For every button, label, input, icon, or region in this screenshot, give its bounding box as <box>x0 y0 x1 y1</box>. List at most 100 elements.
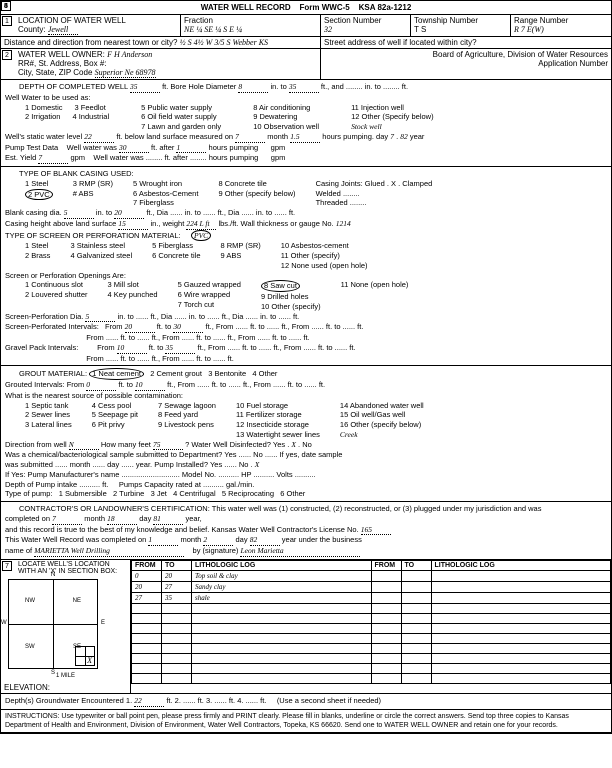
day-val: 7 <box>390 132 394 141</box>
cert-text: This water well was (1) constructed, (2)… <box>212 504 542 513</box>
c-y2: 82 <box>250 535 280 546</box>
intake-lbl: Depth of Pump intake <box>5 480 77 489</box>
use-other: Stock well <box>351 122 382 131</box>
county-val: Jewell <box>48 25 78 35</box>
t-6: 6 Other <box>280 489 305 498</box>
x-mark: X <box>87 656 92 665</box>
o-1: 1 Continuous slot <box>25 280 83 289</box>
o-3: 3 Mill slot <box>108 280 139 289</box>
feet-val: 75 <box>153 440 183 451</box>
sr-5: 5 Seepage pit <box>92 410 138 419</box>
depth-heading: DEPTH OF COMPLETED WELL <box>5 82 128 91</box>
range-lbl: Range Number <box>514 16 568 25</box>
use-9: 9 Dewatering <box>253 112 297 122</box>
sr-6: 6 Pit privy <box>92 420 125 429</box>
c-d: 18 <box>107 514 137 525</box>
g-2: 2 Cement grout <box>150 369 202 378</box>
month-val: 7 <box>235 132 265 143</box>
sr-3: 3 Lateral lines <box>25 420 72 429</box>
c-8: 8 Concrete tile <box>218 179 266 188</box>
dia-val: 8 <box>238 82 268 93</box>
g-4: 4 Other <box>252 369 277 378</box>
g-1: 1 Neat cement <box>89 368 144 380</box>
c-2: 2 PVC <box>25 189 53 201</box>
s-8: 8 RMP (SR) <box>221 241 261 250</box>
lithologic-log-table: FROM TO LITHOLOGIC LOG FROM TO LITHOLOGI… <box>131 560 611 684</box>
hrs-val: 1.5 <box>290 132 320 143</box>
pump-lbl: Pump Test Data <box>5 143 58 152</box>
c-4: # ABS <box>73 189 94 198</box>
sec-1-num: 1 <box>2 16 12 26</box>
after-val: 1 <box>176 143 206 154</box>
bdia: 5 <box>64 208 94 219</box>
c-m: 7 <box>52 514 82 525</box>
instructions: INSTRUCTIONS: Use typewriter or ball poi… <box>1 710 611 733</box>
pi-val: X <box>255 460 260 469</box>
section-4: 4 TYPE OF BLANK CASING USED: 1 Steel2 PV… <box>1 167 611 366</box>
o-9: 9 Drilled holes <box>261 292 309 301</box>
fraction-lbl: Fraction <box>184 16 213 25</box>
ww-val: 30 <box>119 143 149 154</box>
s-10: 10 Asbestos-cement <box>281 241 349 250</box>
sr-13: 13 Watertight sewer lines <box>236 430 320 439</box>
use-12: 12 Other (Specify below) <box>351 112 434 122</box>
s-2: 2 Brass <box>25 251 50 260</box>
c-biz: MARIETTA Well Drilling <box>34 546 184 557</box>
sr-other: Creek <box>340 430 358 439</box>
to-val: 35 <box>289 82 319 93</box>
s-12: 12 None used (open hole) <box>281 261 368 270</box>
gw-lbl: Depth(s) Groundwater Encountered <box>5 696 124 705</box>
est-lbl: Est. Yield <box>5 153 36 162</box>
height-lbl: Casing height above land surface <box>5 219 116 228</box>
city-val: Superior Ne 68978 <box>95 68 156 78</box>
board: Board of Agriculture, Division of Water … <box>433 50 608 59</box>
pdia: 5 <box>85 312 115 323</box>
form-header: WATER WELL RECORD Form WWC-5 KSA 82a-121… <box>1 1 611 15</box>
bto: 20 <box>114 208 144 219</box>
c-sig: Leon Marietta <box>240 546 360 557</box>
use-3: 3 Feedlot <box>75 103 106 113</box>
section-6: 6 CONTRACTOR'S OR LANDOWNER'S CERTIFICAT… <box>1 502 611 560</box>
loc7-heading: LOCATE WELL'S LOCATION WITH AN 'X' IN SE… <box>4 561 127 575</box>
log-col-2: LITHOLOGIC LOG <box>192 560 372 570</box>
screen-hdr: TYPE OF SCREEN OR PERFORATION MATERIAL: <box>5 231 181 240</box>
o-6: 6 Wire wrapped <box>178 290 231 299</box>
use-1: 1 Domestic <box>25 103 63 113</box>
t-5: 5 Reciprocating <box>222 489 274 498</box>
pto: 30 <box>173 322 203 333</box>
grout-heading: GROUT MATERIAL: <box>5 369 87 378</box>
log-row <box>132 663 611 673</box>
street-lbl: Street address of well if located within… <box>324 38 477 47</box>
c-threaded: Threaded <box>316 198 348 207</box>
pvc2: PVC <box>191 230 211 242</box>
o-11: 11 None (open hole) <box>341 280 409 289</box>
chem-lbl: Was a chemical/bacteriological sample su… <box>5 450 237 459</box>
log-row <box>132 653 611 663</box>
log-col-4: TO <box>401 560 431 570</box>
c-7: 7 Fiberglass <box>133 198 174 207</box>
rr-lbl: RR#, St. Address, Box #: <box>18 59 106 68</box>
pfrom: 20 <box>125 322 155 333</box>
gauge-val: 1214 <box>336 219 351 228</box>
t-3: 3 Jet <box>151 489 167 498</box>
log-row: 020Top soil & clay <box>132 570 611 581</box>
sec-6-num: 6 <box>1 1 11 11</box>
log-col-3: FROM <box>371 560 401 570</box>
use-10: 10 Observation well <box>253 122 319 132</box>
height-val: 15 <box>118 219 148 230</box>
owner-name: F H Anderson <box>107 50 152 59</box>
section-2: 2 WATER WELL OWNER: F H Anderson RR#, St… <box>1 49 611 80</box>
title: WATER WELL RECORD <box>201 3 291 12</box>
c-3: 3 RMP (SR) <box>73 179 113 188</box>
o-8: 8 Saw cut <box>261 280 300 292</box>
dir-lbl: Direction from well <box>5 440 67 449</box>
grfrom: 0 <box>86 380 116 391</box>
gw-row: Depth(s) Groundwater Encountered 1. 22 f… <box>1 694 611 710</box>
cert-text3: This Water Well Record was completed on <box>5 535 146 544</box>
form-page: WATER WELL RECORD Form WWC-5 KSA 82a-121… <box>0 0 612 734</box>
biz-lbl: year under the business <box>282 535 362 544</box>
fraction-val: NE ¼ SE ¼ S E ¼ <box>184 25 242 34</box>
depth-unit: ft. Bore Hole Diameter <box>162 82 236 91</box>
log-col-5: LITHOLOGIC LOG <box>431 560 611 570</box>
s-5: 5 Fiberglass <box>152 241 193 250</box>
